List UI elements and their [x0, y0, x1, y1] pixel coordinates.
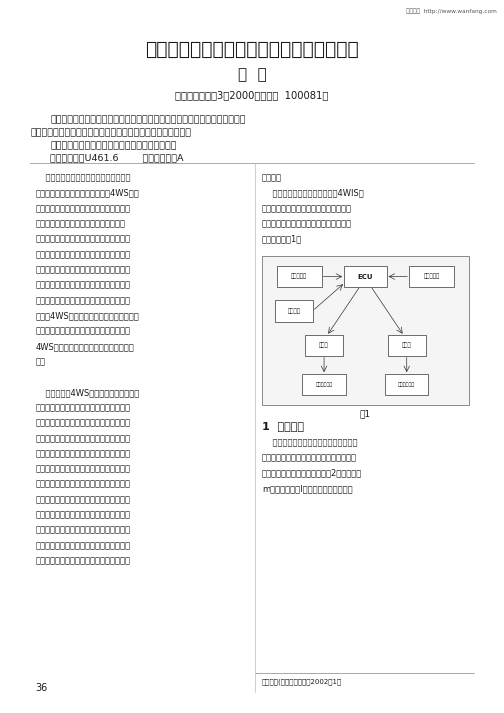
Text: 摘要：通过对汽车模型的分析，确定了一种控制方法，以便十四轮独立转向的: 摘要：通过对汽车模型的分析，确定了一种控制方法，以便十四轮独立转向的	[50, 116, 246, 125]
Text: 达到稳态响应，改善了高速行汽车的操纵稳: 达到稳态响应，改善了高速行汽车的操纵稳	[35, 296, 130, 305]
Text: 控制阀: 控制阀	[319, 343, 329, 348]
Text: 车是指四个车轮都是转向轮的汽车。低速: 车是指四个车轮都是转向轮的汽车。低速	[35, 220, 125, 228]
Text: 度汽车模型，考虑轮胎非线性侧偏力变化范: 度汽车模型，考虑轮胎非线性侧偏力变化范	[262, 453, 357, 463]
Text: 改换行驶方向，前轮迅速变换行驶方向，后: 改换行驶方向，前轮迅速变换行驶方向，后	[35, 434, 130, 443]
Text: 虽然如此，4WS汽车在高速行驶时仍存: 虽然如此，4WS汽车在高速行驶时仍存	[35, 388, 140, 397]
Text: 汽车进行了研究。其前轮转角由方向盘控: 汽车进行了研究。其前轮转角由方向盘控	[262, 204, 352, 213]
FancyBboxPatch shape	[302, 374, 346, 395]
Text: 首先，进行汽车模型分析。使用二自由: 首先，进行汽车模型分析。使用二自由	[262, 438, 357, 447]
Text: 液压缸传感器: 液压缸传感器	[398, 382, 415, 387]
Text: 得到了广泛的研究。顾名思义，四轮转向汽: 得到了广泛的研究。顾名思义，四轮转向汽	[35, 204, 130, 213]
Text: 性越是受到关注。四轮转向汽车（4WS）也: 性越是受到关注。四轮转向汽车（4WS）也	[35, 188, 139, 198]
Text: 性响应。: 性响应。	[262, 173, 282, 183]
Text: 36: 36	[35, 683, 47, 693]
Text: 1  模型分析: 1 模型分析	[262, 421, 304, 431]
Text: 中图分类号：U461.6        文献标识码：A: 中图分类号：U461.6 文献标识码：A	[50, 153, 184, 163]
Text: 万方数据  http://www.wanfang.com: 万方数据 http://www.wanfang.com	[406, 9, 496, 14]
Text: 方向传感器: 方向传感器	[291, 274, 307, 279]
Text: 四轮独立转向汽车高速时操纵稳定性的研究: 四轮独立转向汽车高速时操纵稳定性的研究	[145, 41, 359, 59]
Text: 图1: 图1	[360, 409, 371, 418]
FancyBboxPatch shape	[305, 335, 343, 356]
Text: 控制阀: 控制阀	[402, 343, 412, 348]
Text: 前轮转角: 前轮转角	[288, 308, 301, 314]
Text: 在一定的问题：由于两后轮同时转向，在高: 在一定的问题：由于两后轮同时转向，在高	[35, 403, 130, 412]
FancyBboxPatch shape	[277, 266, 322, 287]
Text: m为整车质量，I为绕质心的模糊惯性力: m为整车质量，I为绕质心的模糊惯性力	[262, 484, 353, 493]
Text: 的意志产生的横摆角速度和横向加速度很快: 的意志产生的横摆角速度和横向加速度很快	[35, 280, 130, 289]
FancyBboxPatch shape	[275, 300, 313, 322]
Text: 构的汽车，液压系统需要进行迅速、连续的: 构的汽车，液压系统需要进行迅速、连续的	[35, 480, 130, 489]
Text: 关键词：四轮独立转向汽车；模型分析；控制策略: 关键词：四轮独立转向汽车；模型分析；控制策略	[50, 141, 177, 150]
Text: 速变换车道或紧急避闪时，汽车需要连续地: 速变换车道或紧急避闪时，汽车需要连续地	[35, 419, 130, 428]
Text: 在此，我们对四轮独立转向（4WIS）: 在此，我们对四轮独立转向（4WIS）	[262, 188, 364, 198]
Text: ECU: ECU	[358, 274, 373, 279]
Text: 围内，四轮转向的车辆模型如图2所示。图中: 围内，四轮转向的车辆模型如图2所示。图中	[262, 469, 362, 478]
Text: 好操舵响应特性。对于后轮采用液压执行机: 好操舵响应特性。对于后轮采用液压执行机	[35, 465, 130, 473]
Text: 的液压元件时，仍能获得比较满意的动态特: 的液压元件时，仍能获得比较满意的动态特	[35, 556, 130, 565]
Text: 时，前后轮进行逆相位转向，减小了转弯半: 时，前后轮进行逆相位转向，减小了转弯半	[35, 235, 130, 244]
Text: 方案简图如图1。: 方案简图如图1。	[262, 235, 302, 244]
Text: 后轮进行同相位转向，使汽车易于按方向盘: 后轮进行同相位转向，使汽车易于按方向盘	[35, 265, 130, 275]
Text: 定性。4WS汽车得到了较深入的研究，理论: 定性。4WS汽车得到了较深入的研究，理论	[35, 311, 139, 320]
Text: 无疑增加了成本。如果后轮响应时间过长，: 无疑增加了成本。如果后轮响应时间过长，	[35, 511, 130, 520]
Text: 液压机械(液压气动工具，2002（1）: 液压机械(液压气动工具，2002（1）	[262, 679, 342, 685]
Text: （北京理工大学3系2000研，北京  100081）: （北京理工大学3系2000研，北京 100081）	[175, 91, 329, 101]
Text: 轮也应较迅速、连续地变换方向，以获得较: 轮也应较迅速、连续地变换方向，以获得较	[35, 449, 130, 458]
Text: 车速传感器: 车速传感器	[423, 274, 439, 279]
Text: 汽车在高速变换车道行驶时，也能得到快速连续的操纵稳定性。: 汽车在高速变换车道行驶时，也能得到快速连续的操纵稳定性。	[30, 128, 191, 138]
Text: 随着汽车工业的发展，汽车的操纵稳定: 随着汽车工业的发展，汽车的操纵稳定	[35, 173, 131, 183]
Text: 径，提高了汽车的机动灵活性；高速时，前: 径，提高了汽车的机动灵活性；高速时，前	[35, 250, 130, 259]
Text: 控制方法上加以改进，以便在使用低灵敏度: 控制方法上加以改进，以便在使用低灵敏度	[35, 541, 130, 550]
Text: 往运运动，需要采用高性能的液压元件，这: 往运运动，需要采用高性能的液压元件，这	[35, 495, 130, 504]
Text: 束  凯: 束 凯	[237, 67, 267, 83]
FancyBboxPatch shape	[409, 266, 454, 287]
Text: 上比较成熟，并形成了产品化。实验证明，: 上比较成熟，并形成了产品化。实验证明，	[35, 327, 130, 336]
Text: 液压缸传感器: 液压缸传感器	[316, 382, 333, 387]
FancyBboxPatch shape	[344, 266, 387, 287]
Text: 性。: 性。	[35, 357, 45, 366]
Text: 将会影响汽车的操纵稳定性。因此，应当从: 将会影响汽车的操纵稳定性。因此，应当从	[35, 525, 130, 535]
Text: 制，后轮有四个独立的液压缸控制。总体: 制，后轮有四个独立的液压缸控制。总体	[262, 220, 352, 228]
FancyBboxPatch shape	[385, 374, 428, 395]
Text: 4WS能在很大程度上改善汽车的操纵稳定: 4WS能在很大程度上改善汽车的操纵稳定	[35, 342, 134, 351]
FancyBboxPatch shape	[262, 256, 469, 405]
FancyBboxPatch shape	[388, 335, 426, 356]
